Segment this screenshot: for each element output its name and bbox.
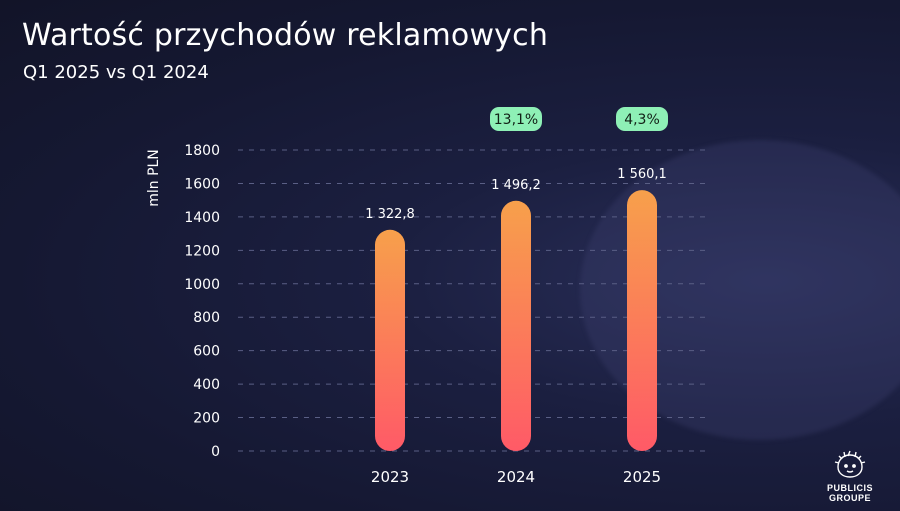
publicis-groupe-logo: PUBLICIS GROUPE xyxy=(820,449,880,503)
growth-badge-label: 4,3% xyxy=(624,112,660,128)
y-tick-label: 200 xyxy=(193,411,220,427)
growth-badge xyxy=(490,107,542,131)
x-tick-label: 2024 xyxy=(497,468,535,486)
y-tick-label: 800 xyxy=(193,310,220,326)
y-axis-label: mln PLN xyxy=(146,149,162,207)
y-tick-label: 1200 xyxy=(184,243,220,259)
y-tick-label: 600 xyxy=(193,344,220,360)
growth-badge xyxy=(616,107,668,131)
y-tick-label: 1000 xyxy=(184,277,220,293)
x-axis-ticks: 2023 2024 2025 xyxy=(371,468,661,486)
y-tick-label: 1400 xyxy=(184,210,220,226)
value-label-2023: 1 322,8 xyxy=(365,207,415,222)
y-axis-ticks: 0 200 400 600 800 1000 1200 1400 1600 1800 xyxy=(184,143,220,460)
logo-text-line1: PUBLICIS xyxy=(826,483,873,493)
value-label-2025: 1 560,1 xyxy=(617,167,667,182)
grid-lines xyxy=(238,149,708,452)
y-tick-label: 1600 xyxy=(184,176,220,192)
bars xyxy=(375,190,657,451)
page-title: Wartość przychodów reklamowych xyxy=(22,18,549,53)
y-tick-label: 0 xyxy=(211,444,220,460)
lion-head-icon xyxy=(834,450,866,478)
value-labels: 1 322,8 1 496,2 1 560,1 xyxy=(365,167,667,222)
x-tick-label: 2023 xyxy=(371,468,409,486)
y-tick-label: 1800 xyxy=(184,143,220,159)
logo-text-line2: GROUPE xyxy=(828,493,871,503)
bar-2024 xyxy=(501,200,531,451)
page-subtitle: Q1 2025 vs Q1 2024 xyxy=(23,62,209,83)
bar-2023 xyxy=(375,229,405,451)
bar-2025 xyxy=(627,190,657,451)
y-tick-label: 400 xyxy=(193,377,220,393)
growth-badges: 13,1% 4,3% xyxy=(490,107,668,131)
x-tick-label: 2025 xyxy=(623,468,661,486)
value-label-2024: 1 496,2 xyxy=(491,178,541,193)
growth-badge-label: 13,1% xyxy=(494,112,538,128)
